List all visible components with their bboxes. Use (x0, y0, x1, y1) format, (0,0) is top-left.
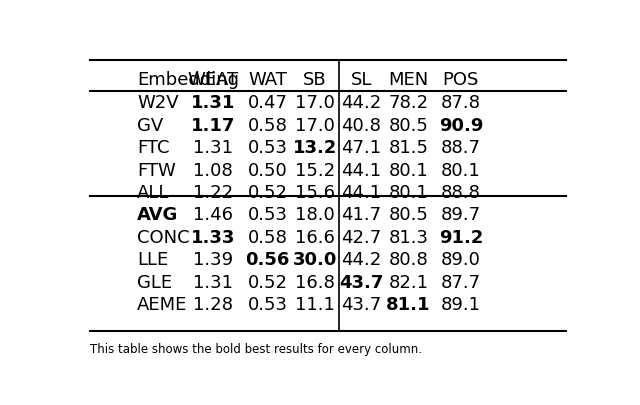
Text: 44.2: 44.2 (341, 252, 381, 269)
Text: 81.1: 81.1 (386, 296, 431, 314)
Text: 0.53: 0.53 (248, 139, 287, 157)
Text: WAT: WAT (248, 71, 287, 89)
Text: 15.6: 15.6 (295, 184, 335, 202)
Text: 11.1: 11.1 (295, 296, 335, 314)
Text: 0.52: 0.52 (248, 274, 287, 292)
Text: 80.5: 80.5 (388, 117, 428, 134)
Text: MEN: MEN (388, 71, 428, 89)
Text: 0.56: 0.56 (245, 252, 290, 269)
Text: 80.1: 80.1 (388, 184, 428, 202)
Text: 1.33: 1.33 (191, 229, 235, 247)
Text: 0.53: 0.53 (248, 207, 287, 224)
Text: 16.6: 16.6 (295, 229, 335, 247)
Text: 89.0: 89.0 (441, 252, 481, 269)
Text: 1.31: 1.31 (193, 139, 233, 157)
Text: 43.7: 43.7 (341, 296, 381, 314)
Text: POS: POS (443, 71, 479, 89)
Text: 44.1: 44.1 (341, 162, 381, 179)
Text: AEME: AEME (137, 296, 188, 314)
Text: SL: SL (351, 71, 372, 89)
Text: 47.1: 47.1 (341, 139, 381, 157)
Text: 13.2: 13.2 (293, 139, 337, 157)
Text: FTC: FTC (137, 139, 170, 157)
Text: 90.9: 90.9 (439, 117, 483, 134)
Text: LLE: LLE (137, 252, 168, 269)
Text: 88.8: 88.8 (441, 184, 481, 202)
Text: GLE: GLE (137, 274, 172, 292)
Text: 1.46: 1.46 (193, 207, 233, 224)
Text: 80.5: 80.5 (388, 207, 428, 224)
Text: 80.8: 80.8 (388, 252, 428, 269)
Text: SB: SB (303, 71, 327, 89)
Text: 15.2: 15.2 (295, 162, 335, 179)
Text: ALL: ALL (137, 184, 170, 202)
Text: 17.0: 17.0 (295, 117, 335, 134)
Text: 89.1: 89.1 (441, 296, 481, 314)
Text: CONC: CONC (137, 229, 189, 247)
Text: 87.8: 87.8 (441, 94, 481, 112)
Text: 42.7: 42.7 (341, 229, 381, 247)
Text: GV: GV (137, 117, 163, 134)
Text: 82.1: 82.1 (388, 274, 428, 292)
Text: 81.3: 81.3 (388, 229, 428, 247)
Text: 1.31: 1.31 (193, 274, 233, 292)
Text: 0.47: 0.47 (248, 94, 287, 112)
Text: 18.0: 18.0 (295, 207, 335, 224)
Text: 41.7: 41.7 (341, 207, 381, 224)
Text: 81.5: 81.5 (388, 139, 428, 157)
Text: W2V: W2V (137, 94, 179, 112)
Text: 1.08: 1.08 (193, 162, 233, 179)
Text: 44.2: 44.2 (341, 94, 381, 112)
Text: AVG: AVG (137, 207, 179, 224)
Text: 0.58: 0.58 (248, 117, 287, 134)
Text: 0.52: 0.52 (248, 184, 287, 202)
Text: 80.1: 80.1 (388, 162, 428, 179)
Text: WEAT: WEAT (188, 71, 239, 89)
Text: 89.7: 89.7 (441, 207, 481, 224)
Text: 87.7: 87.7 (441, 274, 481, 292)
Text: 1.17: 1.17 (191, 117, 235, 134)
Text: 91.2: 91.2 (439, 229, 483, 247)
Text: 0.50: 0.50 (248, 162, 287, 179)
Text: 16.8: 16.8 (295, 274, 335, 292)
Text: 1.39: 1.39 (193, 252, 233, 269)
Text: FTW: FTW (137, 162, 176, 179)
Text: 43.7: 43.7 (339, 274, 383, 292)
Text: 44.1: 44.1 (341, 184, 381, 202)
Text: 1.31: 1.31 (191, 94, 235, 112)
Text: 1.22: 1.22 (193, 184, 233, 202)
Text: 40.8: 40.8 (341, 117, 381, 134)
Text: 80.1: 80.1 (441, 162, 481, 179)
Text: 30.0: 30.0 (293, 252, 337, 269)
Text: Embedding: Embedding (137, 71, 239, 89)
Text: This table shows the bold best results for every column.: This table shows the bold best results f… (90, 343, 422, 356)
Text: 88.7: 88.7 (441, 139, 481, 157)
Text: 0.58: 0.58 (248, 229, 287, 247)
Text: 17.0: 17.0 (295, 94, 335, 112)
Text: 1.28: 1.28 (193, 296, 233, 314)
Text: 0.53: 0.53 (248, 296, 287, 314)
Text: 78.2: 78.2 (388, 94, 428, 112)
